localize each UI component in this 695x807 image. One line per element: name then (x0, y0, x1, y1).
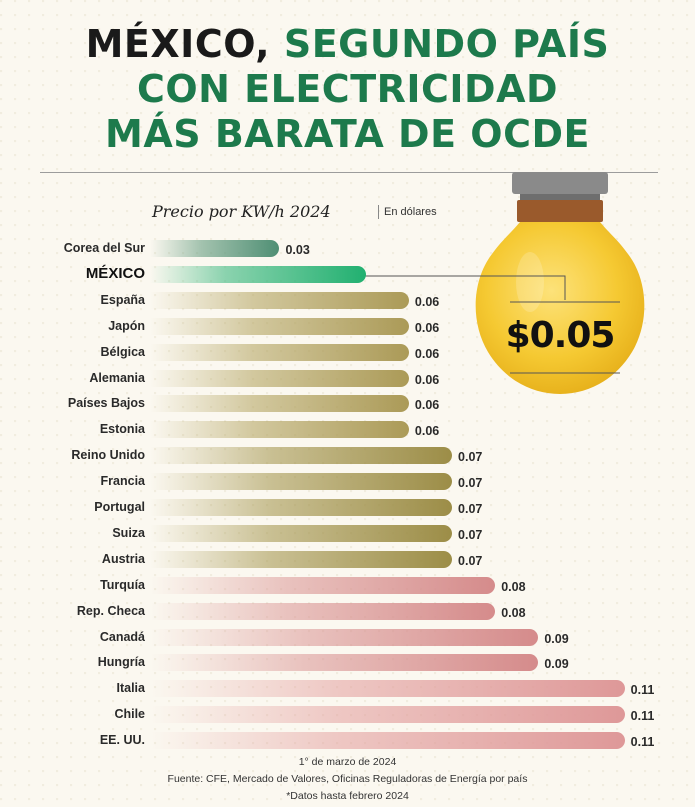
category-label-turquia: Turquía (100, 577, 145, 592)
value-label-estonia: 0.06 (414, 424, 440, 439)
value-label-alemania: 0.06 (414, 372, 440, 387)
category-label-ee-uu: EE. UU. (99, 733, 145, 748)
category-label-mexico: MÉXICO (85, 264, 145, 282)
bar-turquia (150, 576, 496, 594)
bar-ee-uu (150, 732, 625, 750)
category-label-suiza: Suiza (112, 525, 145, 540)
category-label-canada: Canadá (99, 629, 145, 644)
value-label-ee-uu: 0.11 (630, 735, 655, 750)
value-label-turquia: 0.08 (501, 579, 526, 594)
category-label-estonia: Estonia (99, 422, 145, 437)
bar-japon (150, 317, 409, 335)
bar-paises-bajos (150, 395, 409, 413)
value-label-reino-unido: 0.07 (458, 450, 483, 465)
category-label-italia: Italia (116, 681, 146, 696)
bar-estonia (150, 421, 409, 439)
value-label-chile: 0.11 (630, 709, 655, 724)
category-label-francia: Francia (100, 474, 145, 489)
value-label-austria: 0.07 (458, 553, 483, 568)
bar-chile (150, 706, 625, 724)
category-label-austria: Austria (101, 551, 145, 566)
category-label-paises-bajos: Países Bajos (67, 396, 145, 411)
bar-suiza (150, 524, 453, 542)
bar-mexico (150, 265, 366, 283)
value-label-paises-bajos: 0.06 (414, 398, 440, 413)
value-label-corea-del-sur: 0.03 (285, 243, 310, 257)
category-label-reino-unido: Reino Unido (71, 448, 145, 463)
category-label-chile: Chile (114, 707, 145, 722)
value-label-rep-checa: 0.08 (501, 605, 526, 620)
value-label-espana: 0.06 (414, 294, 440, 309)
unit-separator (378, 205, 379, 219)
chart-unit: En dólares (384, 206, 437, 218)
category-label-alemania: Alemania (89, 370, 145, 385)
footer-source: Fuente: CFE, Mercado de Valores, Oficina… (167, 773, 528, 785)
footer-note: *Datos hasta febrero 2024 (286, 790, 409, 802)
bar-canada (150, 628, 539, 646)
bar-belgica (150, 343, 409, 361)
value-label-japon: 0.06 (414, 320, 440, 335)
value-label-belgica: 0.06 (414, 346, 440, 361)
bar-hungria (150, 654, 539, 672)
bar-francia (150, 473, 453, 491)
category-label-corea-del-sur: Corea del Sur (63, 241, 145, 255)
category-label-rep-checa: Rep. Checa (76, 603, 145, 618)
title-line1-dark: MÉXICO, (85, 22, 271, 66)
bar-reino-unido (150, 447, 453, 465)
value-label-francia: 0.07 (458, 476, 483, 491)
bar-corea-del-sur (150, 240, 280, 257)
bar-italia (150, 680, 625, 698)
light-bulb-icon (475, 172, 645, 394)
title-divider (40, 172, 658, 173)
title-line3: MÁS BARATA DE OCDE (105, 112, 590, 156)
category-label-hungria: Hungría (97, 655, 145, 670)
value-label-italia: 0.11 (630, 683, 655, 698)
category-label-belgica: Bélgica (100, 344, 145, 359)
value-label-hungria: 0.09 (544, 657, 569, 672)
bar-portugal (150, 499, 453, 516)
title-line2: CON ELECTRICIDAD (136, 67, 559, 111)
category-label-espana: España (100, 292, 145, 307)
footer-date: 1° de marzo de 2024 (298, 756, 397, 768)
bar-alemania (150, 369, 409, 387)
highlight-price: $0.05 (505, 315, 616, 356)
category-label-japon: Japón (108, 318, 145, 333)
chart-title: Precio por KW/h 2024 (152, 202, 331, 221)
value-label-canada: 0.09 (544, 631, 569, 646)
bar-austria (150, 550, 453, 568)
title-line1-green: SEGUNDO PAÍS (270, 22, 610, 66)
page-title: MÉXICO, SEGUNDO PAÍS CON ELECTRICIDAD MÁ… (0, 22, 695, 157)
value-label-portugal: 0.07 (458, 502, 483, 516)
value-label-suiza: 0.07 (458, 527, 483, 542)
bar-espana (150, 291, 409, 309)
bar-rep-checa (150, 602, 496, 620)
category-label-portugal: Portugal (94, 500, 145, 514)
